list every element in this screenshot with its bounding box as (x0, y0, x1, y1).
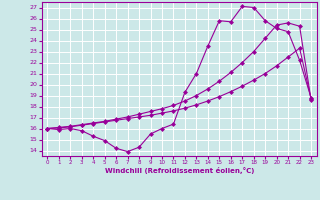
X-axis label: Windchill (Refroidissement éolien,°C): Windchill (Refroidissement éolien,°C) (105, 167, 254, 174)
